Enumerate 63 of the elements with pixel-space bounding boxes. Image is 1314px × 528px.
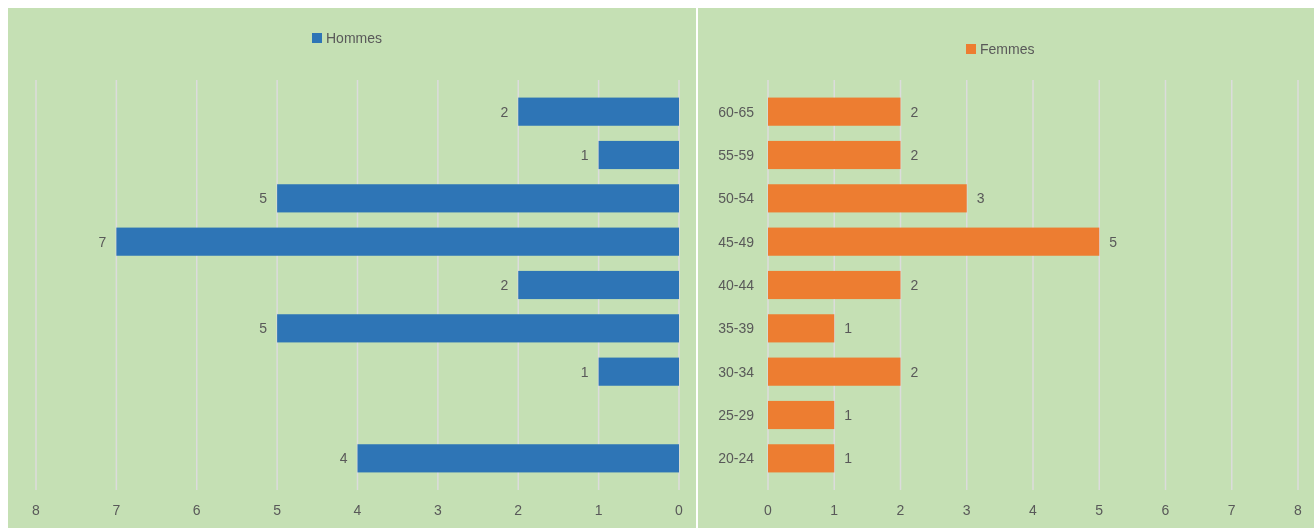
data-label: 2 <box>910 146 919 163</box>
x-tick-label: 5 <box>273 501 282 518</box>
x-tick-label: 7 <box>112 501 121 518</box>
bar <box>768 97 901 126</box>
data-label: 5 <box>1109 233 1118 250</box>
legend-label: Femmes <box>980 40 1035 57</box>
data-label: 5 <box>259 320 268 337</box>
data-label: 4 <box>339 450 348 467</box>
y-tick-label: 20-24 <box>718 450 755 467</box>
y-tick-label: 40-44 <box>718 276 755 293</box>
y-tick-label: 45-49 <box>718 233 755 250</box>
y-tick-label: 30-34 <box>718 363 755 380</box>
data-label: 7 <box>98 233 107 250</box>
bar <box>768 400 835 430</box>
y-tick-label: 25-29 <box>718 406 755 423</box>
x-tick-label: 4 <box>353 501 362 518</box>
bar <box>768 270 901 300</box>
bar <box>116 227 679 256</box>
x-tick-label: 3 <box>433 501 442 518</box>
y-tick-label: 35-39 <box>718 320 755 337</box>
data-label: 1 <box>844 406 853 423</box>
data-label: 2 <box>910 363 919 380</box>
x-tick-label: 7 <box>1227 501 1236 518</box>
legend-label: Hommes <box>326 29 383 46</box>
bar <box>768 184 967 213</box>
x-tick-label: 6 <box>192 501 201 518</box>
data-label: 2 <box>500 103 509 120</box>
data-label: 1 <box>844 450 853 467</box>
x-tick-label: 2 <box>896 501 905 518</box>
data-label: 2 <box>910 103 919 120</box>
bar <box>357 444 679 473</box>
x-tick-label: 8 <box>32 501 41 518</box>
x-tick-label: 0 <box>675 501 684 518</box>
x-tick-label: 3 <box>962 501 971 518</box>
data-label: 3 <box>976 190 985 207</box>
y-tick-label: 50-54 <box>718 190 755 207</box>
x-tick-label: 1 <box>830 501 839 518</box>
data-label: 5 <box>259 190 268 207</box>
bar <box>518 270 679 300</box>
x-tick-label: 6 <box>1161 501 1170 518</box>
x-tick-label: 1 <box>594 501 603 518</box>
bar <box>277 314 679 343</box>
bar <box>768 314 835 343</box>
data-label: 1 <box>844 320 853 337</box>
bar <box>768 227 1100 256</box>
y-tick-label: 60-65 <box>718 103 755 120</box>
y-tick-label: 55-59 <box>718 146 755 163</box>
bar <box>768 357 901 386</box>
x-tick-label: 0 <box>764 501 773 518</box>
x-tick-label: 4 <box>1029 501 1038 518</box>
data-label: 2 <box>910 276 919 293</box>
data-label: 2 <box>500 276 509 293</box>
data-label: 1 <box>580 146 589 163</box>
x-tick-label: 8 <box>1294 501 1303 518</box>
x-tick-label: 2 <box>514 501 523 518</box>
data-label: 1 <box>580 363 589 380</box>
bar <box>518 97 679 126</box>
bar <box>598 357 679 386</box>
bar <box>277 184 679 213</box>
bar <box>768 444 835 473</box>
bar <box>768 140 901 170</box>
bar <box>598 140 679 170</box>
x-tick-label: 5 <box>1095 501 1104 518</box>
